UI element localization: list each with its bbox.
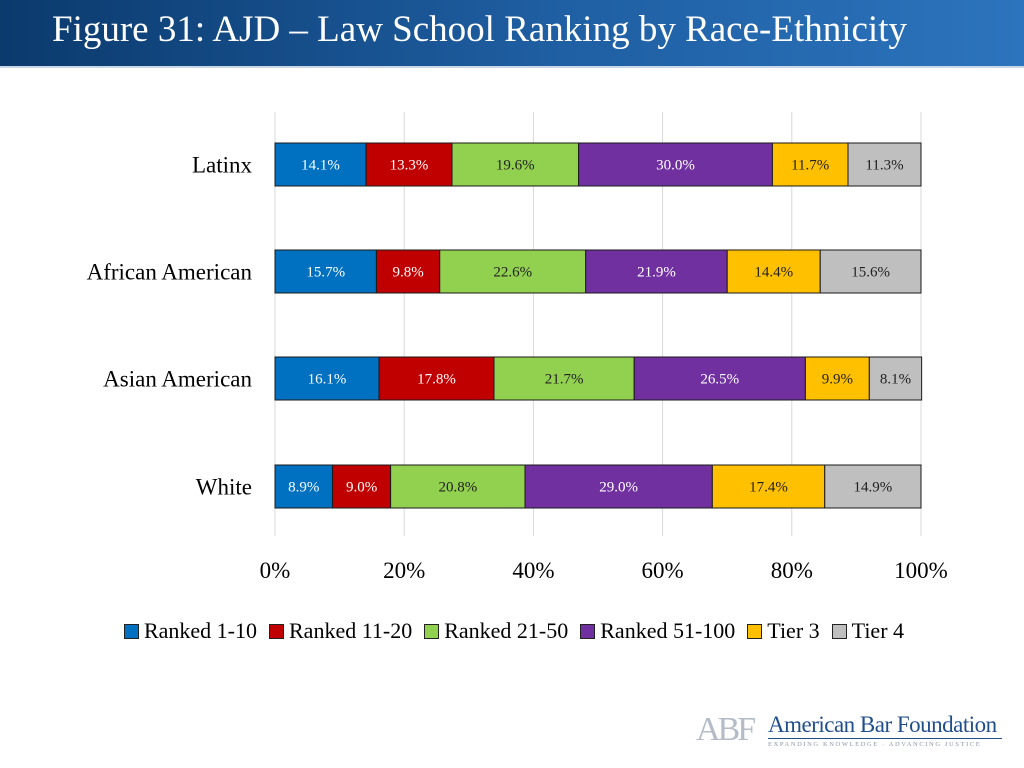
data-label: 17.8% bbox=[417, 372, 456, 388]
legend-swatch bbox=[580, 623, 596, 639]
bar-segment bbox=[633, 356, 806, 401]
bar-segment bbox=[847, 142, 922, 187]
bar-segment bbox=[804, 356, 870, 401]
data-label: 9.9% bbox=[822, 372, 853, 388]
legend-swatch bbox=[747, 623, 763, 639]
legend-label: Ranked 51-100 bbox=[600, 618, 736, 643]
abf-logo-tagline: EXPANDING KNOWLEDGE · ADVANCING JUSTICE bbox=[768, 741, 982, 748]
legend-item: Ranked 1-10 bbox=[123, 618, 257, 644]
data-label: 21.9% bbox=[637, 265, 676, 281]
bar-segment bbox=[868, 356, 923, 401]
bar-segment bbox=[493, 356, 635, 401]
data-label: 19.6% bbox=[496, 158, 535, 174]
data-label: 29.0% bbox=[599, 480, 638, 496]
x-tick-label: 80% bbox=[771, 558, 813, 583]
bar-segment bbox=[274, 356, 380, 401]
title-bar: Figure 31: AJD – Law School Ranking by R… bbox=[0, 0, 1024, 68]
category-label: Asian American bbox=[103, 367, 252, 392]
bar-segment bbox=[274, 464, 333, 509]
x-tick-label: 40% bbox=[512, 558, 554, 583]
data-label: 14.1% bbox=[301, 158, 340, 174]
category-label: Latinx bbox=[192, 153, 253, 178]
legend-item: Tier 4 bbox=[831, 618, 905, 644]
abf-logo-name: American Bar Foundation bbox=[768, 712, 997, 737]
data-label: 9.8% bbox=[392, 265, 423, 281]
abf-logo-mark: ABF bbox=[696, 711, 756, 748]
data-label: 30.0% bbox=[656, 158, 695, 174]
data-label: 22.6% bbox=[493, 265, 532, 281]
bar-segment bbox=[711, 464, 826, 509]
data-label: 8.9% bbox=[288, 480, 319, 496]
abf-logo: ABF American Bar Foundation EXPANDING KN… bbox=[694, 712, 1006, 752]
legend-label: Tier 3 bbox=[767, 618, 820, 643]
category-label: African American bbox=[87, 260, 253, 285]
stacked-bar-chart: 0% 20% 40% 60% 80% 100% Latinx 14.1% 13.3% 19.6% 3… bbox=[87, 112, 948, 583]
x-tick-label: 20% bbox=[383, 558, 425, 583]
data-label: 20.8% bbox=[438, 480, 477, 496]
bar-segment bbox=[274, 249, 377, 294]
bar-segment bbox=[819, 249, 922, 294]
x-tick-label: 60% bbox=[642, 558, 684, 583]
data-label: 11.7% bbox=[791, 158, 829, 174]
legend-swatch bbox=[831, 623, 847, 639]
abf-logo-rule bbox=[768, 738, 1002, 739]
legend-swatch bbox=[269, 623, 284, 639]
bar-segment bbox=[771, 142, 849, 187]
data-label: 13.3% bbox=[390, 158, 429, 174]
legend-swatch bbox=[123, 623, 139, 639]
data-label: 14.9% bbox=[853, 480, 892, 496]
legend-label: Ranked 11-20 bbox=[289, 618, 413, 643]
data-label: 16.1% bbox=[308, 372, 347, 388]
x-tick-label: 100% bbox=[894, 558, 948, 583]
bar-segment bbox=[585, 249, 728, 294]
bar-segment bbox=[524, 464, 713, 509]
data-label: 11.3% bbox=[865, 158, 903, 174]
legend-label: Tier 4 bbox=[851, 618, 905, 643]
bar-segment bbox=[274, 142, 367, 187]
bar-segment bbox=[375, 249, 441, 294]
bar-segment bbox=[378, 356, 495, 401]
data-label: 9.0% bbox=[346, 480, 377, 496]
chart-legend: Ranked 1-10 Ranked 11-20 Ranked 21-50 Ranke… bbox=[60, 616, 980, 646]
legend-item: Tier 3 bbox=[747, 618, 820, 644]
data-label: 14.4% bbox=[754, 265, 793, 281]
category-label: White bbox=[196, 475, 252, 500]
legend-swatch bbox=[424, 623, 440, 639]
legend-item: Ranked 11-20 bbox=[269, 618, 412, 644]
data-label: 15.6% bbox=[851, 265, 890, 281]
x-tick-label: 0% bbox=[260, 558, 291, 583]
bar-segment bbox=[726, 249, 821, 294]
data-label: 15.7% bbox=[306, 265, 345, 281]
bar-segment bbox=[824, 464, 922, 509]
bar-segment bbox=[390, 464, 526, 509]
slide-title: Figure 31: AJD – Law School Ranking by R… bbox=[52, 9, 907, 50]
data-label: 21.7% bbox=[545, 372, 584, 388]
data-label: 26.5% bbox=[700, 372, 739, 388]
data-label: 17.4% bbox=[749, 480, 788, 496]
legend-label: Ranked 21-50 bbox=[444, 618, 569, 643]
legend-item: Ranked 21-50 bbox=[424, 618, 568, 644]
legend-item: Ranked 51-100 bbox=[580, 618, 735, 644]
data-label: 8.1% bbox=[880, 372, 911, 388]
legend-label: Ranked 1-10 bbox=[143, 618, 257, 643]
